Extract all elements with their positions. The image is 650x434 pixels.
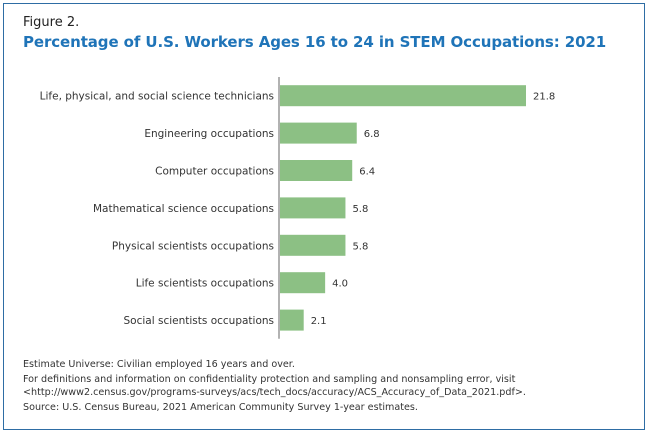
bar-4 xyxy=(280,234,346,256)
bar-1 xyxy=(280,122,357,144)
bar-6 xyxy=(280,309,304,331)
note-definitions-line2: <http://www2.census.gov/programs-surveys… xyxy=(23,387,526,398)
category-label-4: Physical scientists occupations xyxy=(112,240,274,252)
bar-3 xyxy=(280,197,346,219)
value-label-2: 6.4 xyxy=(359,167,375,178)
figure-label: Figure 2. xyxy=(23,15,80,30)
chart-title: Percentage of U.S. Workers Ages 16 to 24… xyxy=(23,33,607,51)
category-label-0: Life, physical, and social science techn… xyxy=(40,91,274,103)
value-label-5: 4.0 xyxy=(332,279,348,290)
note-source: Source: U.S. Census Bureau, 2021 America… xyxy=(23,402,418,413)
value-label-3: 5.8 xyxy=(352,204,368,215)
value-label-6: 2.1 xyxy=(311,316,327,327)
category-label-2: Computer occupations xyxy=(155,166,274,178)
category-label-6: Social scientists occupations xyxy=(124,315,274,327)
category-label-1: Engineering occupations xyxy=(144,128,274,140)
note-definitions-line1: For definitions and information on confi… xyxy=(23,374,516,385)
bar-0 xyxy=(280,85,526,107)
value-label-4: 5.8 xyxy=(352,241,368,252)
bar-5 xyxy=(280,272,326,294)
note-universe: Estimate Universe: Civilian employed 16 … xyxy=(23,359,295,370)
category-label-3: Mathematical science occupations xyxy=(93,203,274,215)
bar-2 xyxy=(280,160,353,181)
category-label-5: Life scientists occupations xyxy=(136,278,274,290)
chart-notes: Estimate Universe: Civilian employed 16 … xyxy=(23,358,526,414)
value-label-1: 6.8 xyxy=(364,129,380,140)
value-label-0: 21.8 xyxy=(533,92,555,103)
figure-frame xyxy=(3,3,645,430)
